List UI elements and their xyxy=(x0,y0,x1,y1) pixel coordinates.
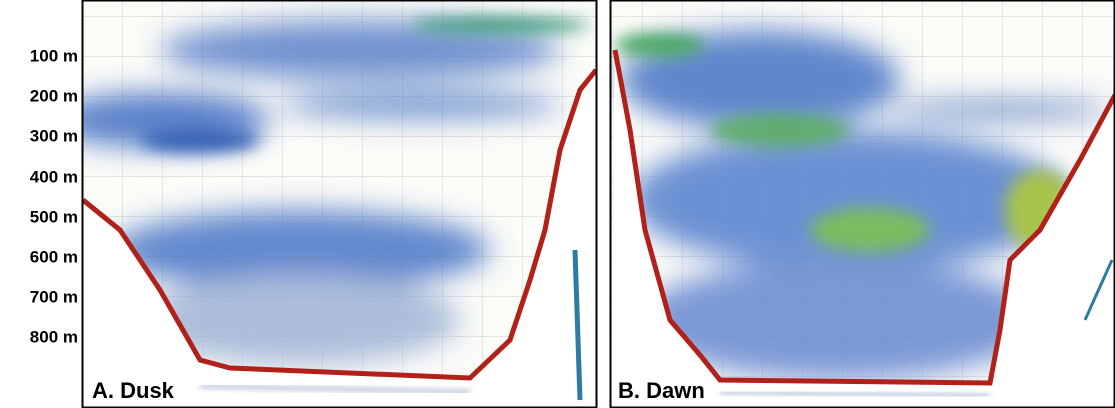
depth-label: 500 m xyxy=(30,207,78,226)
depth-label: 100 m xyxy=(30,46,78,65)
depth-axis: 100 m 200 m 300 m 400 m 500 m 600 m 700 … xyxy=(30,46,78,346)
echogram-a xyxy=(50,1,596,408)
echogram-b xyxy=(611,1,1115,408)
depth-label: 700 m xyxy=(30,287,78,306)
depth-label: 600 m xyxy=(30,247,78,266)
depth-label: 400 m xyxy=(30,167,78,186)
depth-label: 300 m xyxy=(30,126,78,145)
panel-label: B. Dawn xyxy=(618,378,705,403)
panel-b: B. Dawn xyxy=(611,1,1115,408)
panel-a: A. Dusk xyxy=(50,1,597,408)
figure: 100 m 200 m 300 m 400 m 500 m 600 m 700 … xyxy=(0,0,1115,408)
depth-label: 200 m xyxy=(30,86,78,105)
panel-label: A. Dusk xyxy=(92,378,175,403)
depth-label: 800 m xyxy=(30,327,78,346)
